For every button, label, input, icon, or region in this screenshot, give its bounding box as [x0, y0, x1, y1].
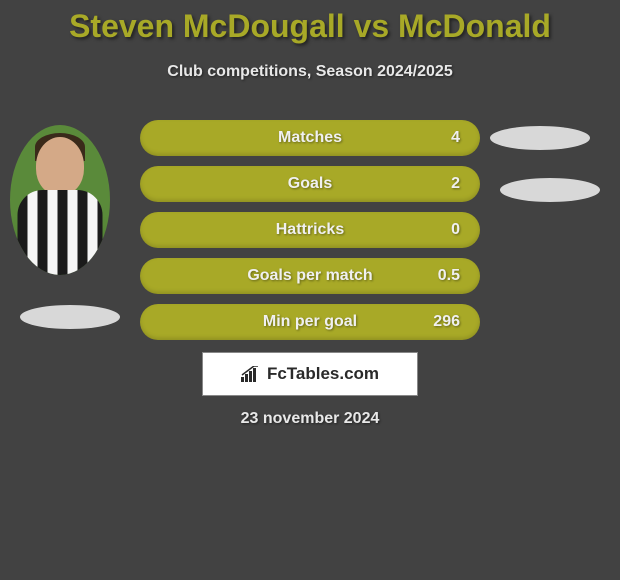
branding-box[interactable]: FcTables.com: [202, 352, 418, 396]
stats-container: Matches 4 Goals 2 Hattricks 0 Goals per …: [140, 120, 480, 350]
stat-value: 296: [420, 313, 460, 331]
avatar-body: [18, 190, 103, 275]
shadow-ellipse-right-1: [490, 126, 590, 150]
shadow-ellipse-right-2: [500, 178, 600, 202]
avatar-head: [36, 137, 84, 195]
player-avatar-left: [10, 125, 110, 275]
stat-value: 0.5: [420, 267, 460, 285]
page-subtitle: Club competitions, Season 2024/2025: [0, 63, 620, 81]
stat-label: Goals per match: [160, 267, 420, 285]
stat-value: 4: [420, 129, 460, 147]
stat-label: Hattricks: [160, 221, 420, 239]
stat-label: Min per goal: [160, 313, 420, 331]
page-title: Steven McDougall vs McDonald: [0, 0, 620, 45]
stat-label: Goals: [160, 175, 420, 193]
shadow-ellipse-left: [20, 305, 120, 329]
stat-row-goals: Goals 2: [140, 166, 480, 202]
stat-value: 0: [420, 221, 460, 239]
footer-date: 23 november 2024: [241, 410, 380, 428]
logo-text: FcTables.com: [267, 364, 379, 384]
stat-label: Matches: [160, 129, 420, 147]
stat-row-hattricks: Hattricks 0: [140, 212, 480, 248]
stat-row-goals-per-match: Goals per match 0.5: [140, 258, 480, 294]
chart-icon: [241, 366, 261, 382]
stat-row-min-per-goal: Min per goal 296: [140, 304, 480, 340]
stat-row-matches: Matches 4: [140, 120, 480, 156]
stat-value: 2: [420, 175, 460, 193]
